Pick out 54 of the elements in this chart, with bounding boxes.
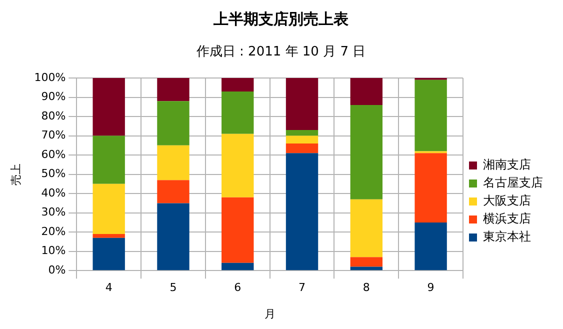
- bar: [157, 203, 190, 270]
- bar: [157, 78, 190, 102]
- bar: [222, 134, 254, 198]
- x-axis-title: 月: [264, 307, 276, 320]
- bar: [92, 78, 125, 136]
- bar: [350, 199, 383, 258]
- bar: [92, 136, 125, 184]
- bar: [92, 184, 125, 234]
- bar: [286, 136, 318, 144]
- chart-title: 上半期支店別売上表: [212, 10, 350, 28]
- x-tick-label: 6: [234, 281, 242, 294]
- y-tick-label: 40%: [41, 186, 66, 200]
- y-tick-label: 60%: [41, 148, 66, 161]
- y-tick-label: 20%: [41, 224, 66, 238]
- bar: [350, 266, 383, 270]
- x-tick-label: 5: [170, 281, 177, 294]
- x-tick-label: 4: [105, 281, 112, 294]
- y-axis-title: 売上: [9, 163, 22, 186]
- bar: [92, 238, 125, 270]
- bar: [286, 78, 318, 130]
- bar: [286, 143, 318, 154]
- x-tick-label: 8: [362, 281, 370, 294]
- legend-label: 名古屋支店: [483, 176, 543, 190]
- bar: [414, 222, 447, 270]
- bar: [222, 262, 254, 270]
- bar: [222, 78, 254, 92]
- y-tick-label: 100%: [34, 70, 66, 84]
- x-tick-label: 7: [298, 281, 306, 294]
- bar: [92, 234, 125, 238]
- x-tick-label: 9: [427, 281, 434, 294]
- y-tick-label: 80%: [41, 109, 66, 122]
- bar: [222, 91, 254, 134]
- y-tick-label: 90%: [41, 90, 66, 104]
- y-tick-label: 10%: [41, 244, 66, 258]
- y-tick-label: 30%: [41, 206, 66, 219]
- bar: [350, 104, 383, 200]
- bar: [286, 153, 318, 270]
- bar: [222, 197, 254, 263]
- chart-subtitle: 作成日 : 2011 年 10 月 7 日: [195, 44, 366, 60]
- bar: [157, 145, 190, 180]
- legend-label: 湘南支店: [483, 158, 531, 172]
- legend-label: 大阪支店: [483, 194, 531, 208]
- legend-label: 東京本社: [483, 230, 531, 244]
- bar: [286, 130, 318, 136]
- legend-label: 横浜支店: [483, 212, 531, 226]
- bar: [414, 153, 447, 222]
- bar: [414, 80, 447, 152]
- y-tick-label: 50%: [41, 167, 66, 180]
- bar: [350, 257, 383, 267]
- y-tick-label: 0%: [48, 263, 66, 276]
- y-tick-label: 70%: [41, 128, 66, 142]
- bar: [350, 78, 383, 105]
- bar: [157, 180, 190, 204]
- bar: [157, 101, 190, 146]
